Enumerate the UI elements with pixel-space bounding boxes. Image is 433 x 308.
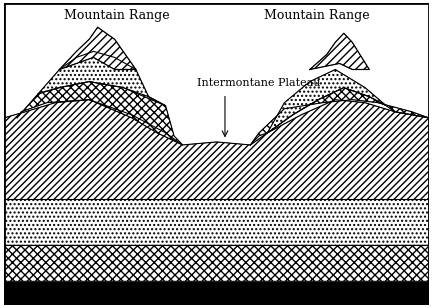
- Polygon shape: [59, 27, 136, 70]
- Polygon shape: [17, 82, 183, 145]
- Polygon shape: [268, 70, 386, 133]
- Polygon shape: [4, 245, 429, 281]
- Polygon shape: [4, 199, 429, 245]
- Text: Mountain Range: Mountain Range: [264, 9, 369, 22]
- Polygon shape: [250, 87, 429, 145]
- Polygon shape: [310, 33, 369, 70]
- Text: Intermontane Plateau: Intermontane Plateau: [197, 78, 321, 87]
- Polygon shape: [38, 51, 165, 106]
- Text: Mountain Range: Mountain Range: [64, 9, 169, 22]
- Polygon shape: [4, 100, 429, 199]
- Polygon shape: [4, 281, 429, 305]
